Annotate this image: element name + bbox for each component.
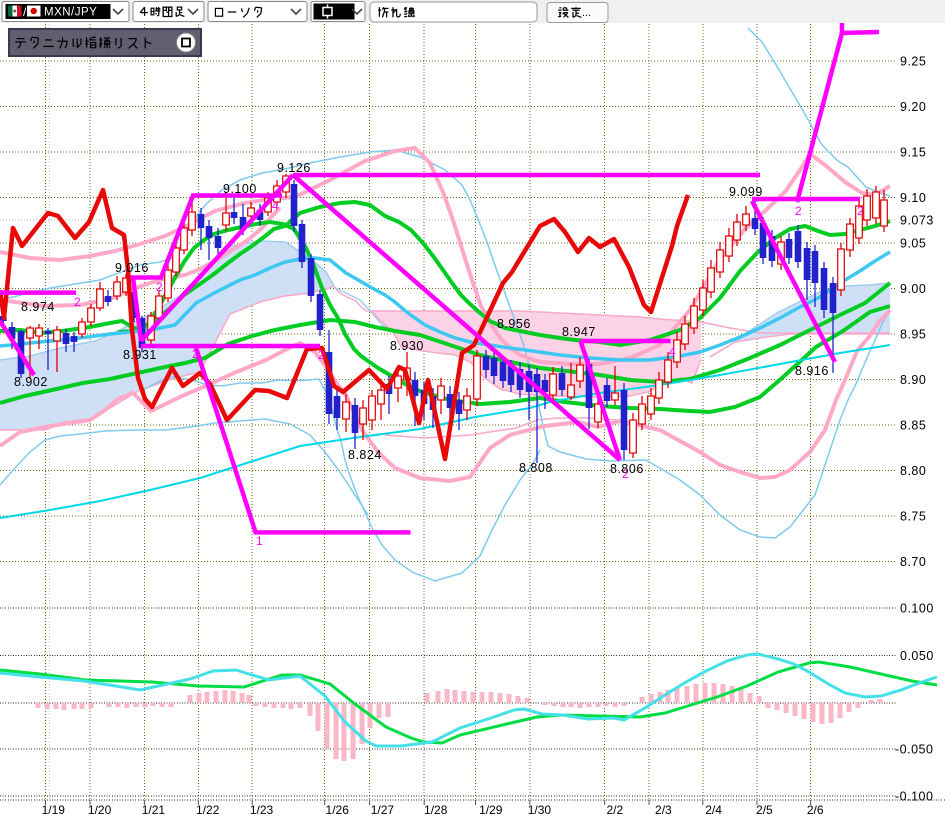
svg-text:2: 2 [156, 280, 163, 294]
svg-text:-0.100: -0.100 [895, 790, 933, 804]
svg-text:...: ... [582, 7, 591, 19]
svg-text:9.10: 9.10 [900, 191, 926, 205]
svg-text:-0.050: -0.050 [895, 743, 933, 757]
svg-text:8.806: 8.806 [610, 462, 644, 476]
svg-text:2/2: 2/2 [606, 803, 623, 817]
svg-text:0.100: 0.100 [900, 602, 934, 616]
svg-text:2: 2 [192, 347, 199, 361]
svg-text:8.808: 8.808 [519, 461, 553, 475]
svg-text:2: 2 [857, 204, 864, 218]
svg-text:8.947: 8.947 [562, 325, 596, 339]
svg-text:9.20: 9.20 [900, 100, 926, 114]
svg-text:8.75: 8.75 [900, 510, 926, 524]
svg-text:9.016: 9.016 [115, 261, 149, 275]
svg-text:8.90: 8.90 [900, 373, 926, 387]
svg-text:9.15: 9.15 [900, 146, 926, 160]
svg-text:9.073: 9.073 [900, 214, 934, 228]
svg-text:9.25: 9.25 [900, 55, 926, 69]
svg-text:2/5: 2/5 [756, 803, 773, 817]
svg-text:4: 4 [272, 199, 279, 213]
svg-text:8.902: 8.902 [14, 375, 48, 389]
svg-text:1/29: 1/29 [479, 803, 503, 817]
svg-text:8.956: 8.956 [497, 317, 531, 331]
svg-text:1/26: 1/26 [326, 803, 350, 817]
svg-text:9.00: 9.00 [900, 282, 926, 296]
svg-text:1/20: 1/20 [88, 803, 112, 817]
svg-text:2: 2 [74, 295, 81, 309]
svg-text:1/22: 1/22 [196, 803, 220, 817]
svg-text:2/4: 2/4 [705, 803, 722, 817]
svg-text:2/6: 2/6 [807, 803, 824, 817]
svg-text:9.05: 9.05 [900, 237, 926, 251]
svg-text:8.85: 8.85 [900, 419, 926, 433]
svg-text:9.099: 9.099 [729, 185, 763, 199]
svg-text:2: 2 [318, 348, 325, 362]
svg-text:8.916: 8.916 [795, 364, 829, 378]
svg-text:8.80: 8.80 [900, 464, 926, 478]
svg-text:8.974: 8.974 [21, 300, 55, 314]
svg-text:MXN/JPY: MXN/JPY [44, 7, 97, 19]
svg-text:2: 2 [795, 204, 802, 218]
svg-text:8.70: 8.70 [900, 555, 926, 569]
svg-text:1/30: 1/30 [528, 803, 552, 817]
svg-text:1/28: 1/28 [424, 803, 448, 817]
svg-text:8.931: 8.931 [123, 348, 157, 362]
svg-text:1: 1 [256, 534, 263, 548]
svg-text:9.100: 9.100 [223, 182, 257, 196]
svg-text:2/3: 2/3 [655, 803, 672, 817]
svg-text:1/19: 1/19 [42, 803, 66, 817]
svg-text:1/23: 1/23 [250, 803, 274, 817]
svg-text:0.050: 0.050 [900, 649, 934, 663]
svg-text:4: 4 [669, 345, 676, 359]
svg-text:2: 2 [622, 467, 629, 481]
svg-text:1/27: 1/27 [371, 803, 395, 817]
svg-text:8.95: 8.95 [900, 328, 926, 342]
svg-text:9.126: 9.126 [277, 161, 311, 175]
svg-text:8.930: 8.930 [390, 339, 424, 353]
svg-text:8.824: 8.824 [348, 448, 382, 462]
svg-text:/: / [23, 5, 27, 19]
svg-text:1/21: 1/21 [142, 803, 166, 817]
